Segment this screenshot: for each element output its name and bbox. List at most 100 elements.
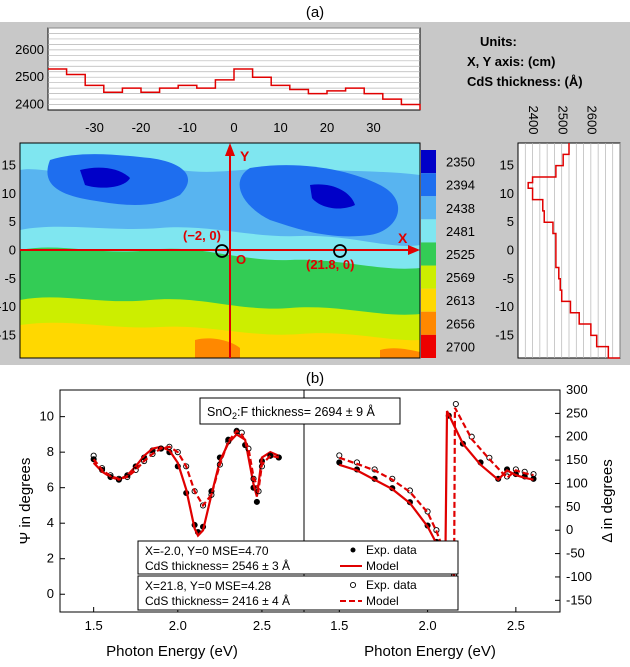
map-y-tick-label: 5: [9, 214, 16, 229]
exp-point-open: [250, 475, 257, 482]
psi-y-tick-label: 4: [47, 515, 54, 530]
annotation-box-1: [137, 540, 459, 575]
contour-y-ticks: -15 -10 -5 0 5 10 15: [0, 158, 16, 343]
point-label-2: (21.8, 0): [306, 257, 354, 272]
map-y-tick-label: 10: [2, 186, 16, 201]
box2-line2: CdS thickness= 2416 ± 4 Å: [145, 593, 290, 608]
psi-y-tick-label: 6: [47, 480, 54, 495]
colorbar-swatch: [421, 288, 436, 312]
colorbar-swatch: [421, 311, 436, 335]
y-axis-label-right: Δ in degrees: [599, 459, 616, 542]
delta-y-tick-label: 300: [566, 382, 588, 397]
map-y-tick-label: -10: [0, 299, 16, 314]
units-cds: CdS thickness: (Å): [467, 74, 583, 89]
box1-line1: X=-2.0, Y=0 MSE=4.70: [145, 544, 269, 558]
delta-y-tick-label: 100: [566, 475, 588, 490]
x-arrowhead: [408, 245, 420, 255]
colorbar-swatch: [421, 334, 436, 358]
delta-y-ticks: -150 -100 -50 0 50 100 150 200 250 300: [555, 382, 592, 607]
right-y-tick-label: 15: [500, 158, 514, 173]
right-x-ticks: 1.5 2.0 2.5: [330, 607, 525, 633]
right-x-tick-label: 2400: [526, 106, 541, 135]
ellipsometry-plot: 0 2 4 6 8 10 -150 -100 -50 0 50 100 150 200 250 300 1.…: [17, 382, 616, 660]
delta-y-tick-label: -50: [566, 546, 585, 561]
delta-series: [336, 400, 537, 578]
map-y-tick-label: -5: [4, 271, 16, 286]
colorbar-label: 2438: [446, 201, 475, 216]
exp-point-open: [512, 466, 519, 473]
colorbar-swatch: [421, 196, 436, 220]
legend1-exp-marker: [350, 547, 356, 553]
left-x-tick-label: 1.5: [85, 618, 103, 633]
x-axis-letter: X: [398, 230, 408, 246]
model-line-dashed: [92, 429, 279, 508]
colorbar-label: 2394: [446, 178, 475, 193]
colorbar-label: 2569: [446, 270, 475, 285]
map-y-tick-label: -15: [0, 327, 16, 342]
units-xy: X, Y axis: (cm): [467, 54, 555, 69]
right-x-tick-label: 1.5: [330, 618, 348, 633]
y-axis-label-left: Ψ in degrees: [17, 458, 34, 545]
right-x-tick-label: 2.5: [507, 618, 525, 633]
map-y-tick-label: 15: [2, 158, 16, 173]
legend2-model: Model: [366, 594, 399, 608]
right-y-tick-label: -15: [495, 327, 514, 342]
colorbar-label: 2525: [446, 247, 475, 262]
right-x-tick-label: 2500: [555, 106, 570, 135]
right-x-tick-label: 2600: [584, 106, 599, 135]
x-axis-label-left: Photon Energy (eV): [106, 643, 238, 660]
right-profile-x-ticks: 2400 2500 2600: [526, 106, 599, 135]
psi-series: [90, 427, 282, 538]
colorbar-label: 2656: [446, 316, 475, 331]
psi-y-tick-label: 2: [47, 551, 54, 566]
origin-letter: O: [236, 252, 246, 267]
units-legend: Units: X, Y axis: (cm) CdS thickness: (Å…: [467, 34, 583, 89]
psi-y-tick-label: 8: [47, 444, 54, 459]
top-profile-plot: 2400 2500 2600 -30 -20 -10 0 10 20 30: [15, 27, 421, 135]
exp-point-open: [371, 466, 378, 473]
units-title: Units:: [480, 34, 517, 49]
exp-point-open: [424, 508, 431, 515]
y-axis-letter: Y: [240, 148, 250, 164]
right-y-tick-label: 10: [500, 186, 514, 201]
left-x-ticks: 1.5 2.0 2.5: [85, 607, 271, 633]
panel-b-label: (b): [306, 370, 324, 387]
right-y-tick-label: -5: [502, 271, 514, 286]
right-y-tick-label: 5: [507, 214, 514, 229]
top-x-tick-label: 30: [366, 120, 380, 135]
exp-point-open: [530, 471, 537, 478]
point-marker-2: [333, 244, 347, 258]
colorbar-swatch: [421, 150, 436, 174]
exp-point-filled: [253, 498, 260, 505]
legend2-exp-marker: [349, 581, 357, 589]
psi-y-tick-label: 0: [47, 586, 54, 601]
y-arrowhead: [225, 143, 235, 156]
top-x-tick-label: 10: [273, 120, 287, 135]
point-marker-1: [215, 244, 229, 258]
point-label-1: (−2, 0): [183, 228, 221, 243]
top-x-tick-label: 0: [230, 120, 237, 135]
right-profile-gridlines: [524, 143, 621, 358]
map-y-tick-label: 0: [9, 243, 16, 258]
box2-line1: X=21.8, Y=0 MSE=4.28: [145, 579, 272, 593]
top-x-tick-label: -10: [178, 120, 197, 135]
exp-point-open: [267, 452, 274, 459]
delta-y-tick-label: 150: [566, 452, 588, 467]
model-line-solid: [92, 432, 280, 538]
colorbar-swatch: [421, 242, 436, 266]
plot-frame-b: [59, 389, 561, 613]
delta-y-tick-label: 50: [566, 499, 580, 514]
top-x-tick-label: -20: [132, 120, 151, 135]
delta-y-tick-label: 0: [566, 522, 573, 537]
exp-point-open: [183, 463, 190, 470]
right-y-tick-label: -10: [495, 299, 514, 314]
colorbar: 2350 2394 2438 2481 2525 2569 2613 2656 2700: [421, 150, 475, 358]
left-x-tick-label: 2.5: [253, 618, 271, 633]
exp-point-open: [149, 450, 156, 457]
legend1-model: Model: [366, 559, 399, 573]
colorbar-swatch: [421, 265, 436, 289]
top-profile-y-ticks: 2400 2500 2600: [15, 42, 44, 112]
exp-point-open: [174, 449, 181, 456]
top-x-tick-label: -30: [85, 120, 104, 135]
